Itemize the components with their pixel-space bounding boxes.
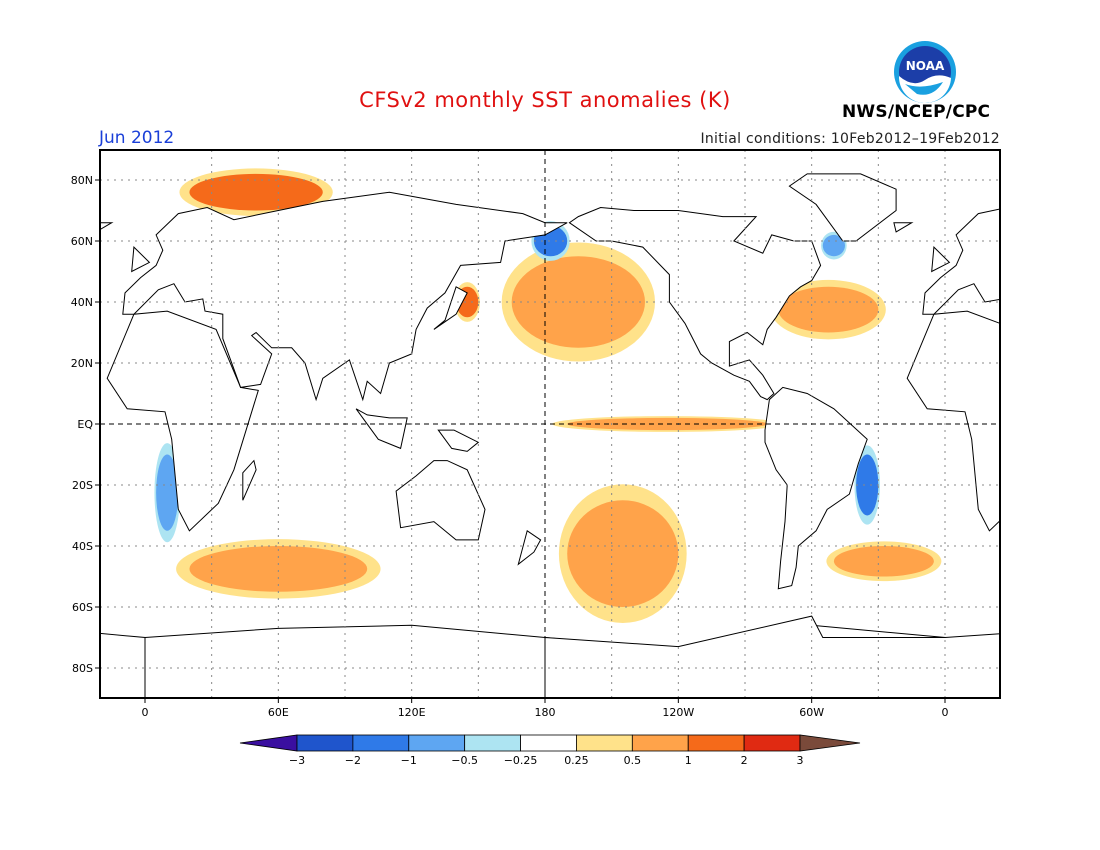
latitude-label: 60S <box>72 601 93 614</box>
colorbar-tick-label: −0.5 <box>451 754 478 767</box>
longitude-label: 0 <box>142 706 149 719</box>
longitude-label: 180 <box>535 706 556 719</box>
latitude-label: EQ <box>77 418 93 431</box>
continent <box>106 310 259 532</box>
continent <box>100 632 146 698</box>
continent <box>931 245 951 273</box>
longitude-label: 0 <box>942 706 949 719</box>
colorbar-tick-label: 3 <box>797 754 804 767</box>
colorbar-segment <box>687 734 745 752</box>
continent <box>906 310 1000 532</box>
initial-conditions: Initial conditions: 10Feb2012–19Feb2012 <box>700 131 1000 147</box>
colorbar-segment <box>464 734 521 752</box>
anomaly-region <box>189 173 323 211</box>
continent <box>0 208 21 400</box>
continent <box>517 529 542 566</box>
continent <box>764 386 868 590</box>
continent <box>355 408 408 450</box>
continent <box>788 173 897 242</box>
latitude-label: 20S <box>72 479 93 492</box>
continent <box>1043 461 1056 501</box>
colorbar-tick-label: 0.5 <box>624 754 642 767</box>
anomaly-region <box>156 454 179 531</box>
colorbar-tick-label: 0.25 <box>564 754 589 767</box>
anomaly-region <box>856 454 879 516</box>
continent <box>131 245 151 273</box>
longitude-labels: 0 60E 120E 180 120W 60W 0 <box>142 698 949 719</box>
forecast-month: Jun 2012 <box>99 128 175 148</box>
latitude-label: 80S <box>72 662 93 675</box>
colorbar-segment <box>408 734 466 752</box>
colorbar-tick-label: −2 <box>345 754 361 767</box>
latitude-label: 60N <box>71 235 93 248</box>
colorbar-tick-label: 1 <box>685 754 692 767</box>
colorbar-low-arrow <box>239 734 298 752</box>
longitude-label: 120W <box>662 706 694 719</box>
colorbar-high-arrow <box>799 734 861 752</box>
continent <box>0 387 67 588</box>
latitude-labels: 80N 60N 40N 20N EQ 20S 40S 60S 80S <box>71 174 100 675</box>
anomaly-region <box>189 546 368 592</box>
colorbar-segment <box>576 734 633 752</box>
colorbar-segment <box>352 734 410 752</box>
continent <box>922 208 1000 315</box>
coastlines <box>0 173 1056 698</box>
latitude-label: 80N <box>71 174 93 187</box>
noaa-logo-icon: NOAA <box>894 41 956 104</box>
longitude-label: 60W <box>799 706 824 719</box>
colorbar-segment <box>296 734 354 752</box>
lat-lon-grid <box>100 150 1000 698</box>
colorbar-segment <box>520 734 577 752</box>
latitude-label: 40N <box>71 296 93 309</box>
colorbar-tick-label: −3 <box>289 754 305 767</box>
longitude-label: 120E <box>398 706 426 719</box>
anomaly-region <box>822 234 846 257</box>
continent <box>242 459 257 501</box>
map-title: CFSv2 monthly SST anomalies (K) <box>359 88 731 112</box>
continent <box>437 429 480 452</box>
colorbar-tick-label: 2 <box>741 754 748 767</box>
continent <box>395 460 486 541</box>
continent <box>100 222 114 231</box>
anomaly-field <box>154 168 942 624</box>
continent <box>122 191 568 402</box>
anomaly-region <box>833 546 934 577</box>
colorbar-tick-label: −1 <box>401 754 417 767</box>
anomaly-region <box>567 500 679 607</box>
longitude-label: 60E <box>268 706 289 719</box>
colorbar: −3 −2 −1 −0.5 −0.25 0.25 0.5 1 2 3 <box>239 734 861 767</box>
latitude-label: 40S <box>72 540 93 553</box>
latitude-label: 20N <box>71 357 93 370</box>
continent <box>544 615 1000 698</box>
agency-label: NWS/NCEP/CPC <box>842 102 991 122</box>
continent <box>893 222 914 233</box>
continent <box>568 206 822 401</box>
svg-text:NOAA: NOAA <box>906 59 945 73</box>
colorbar-segment <box>631 734 689 752</box>
anomaly-region <box>778 286 879 333</box>
colorbar-tick-label: −0.25 <box>504 754 538 767</box>
colorbar-segment <box>743 734 801 752</box>
continent <box>433 286 468 330</box>
